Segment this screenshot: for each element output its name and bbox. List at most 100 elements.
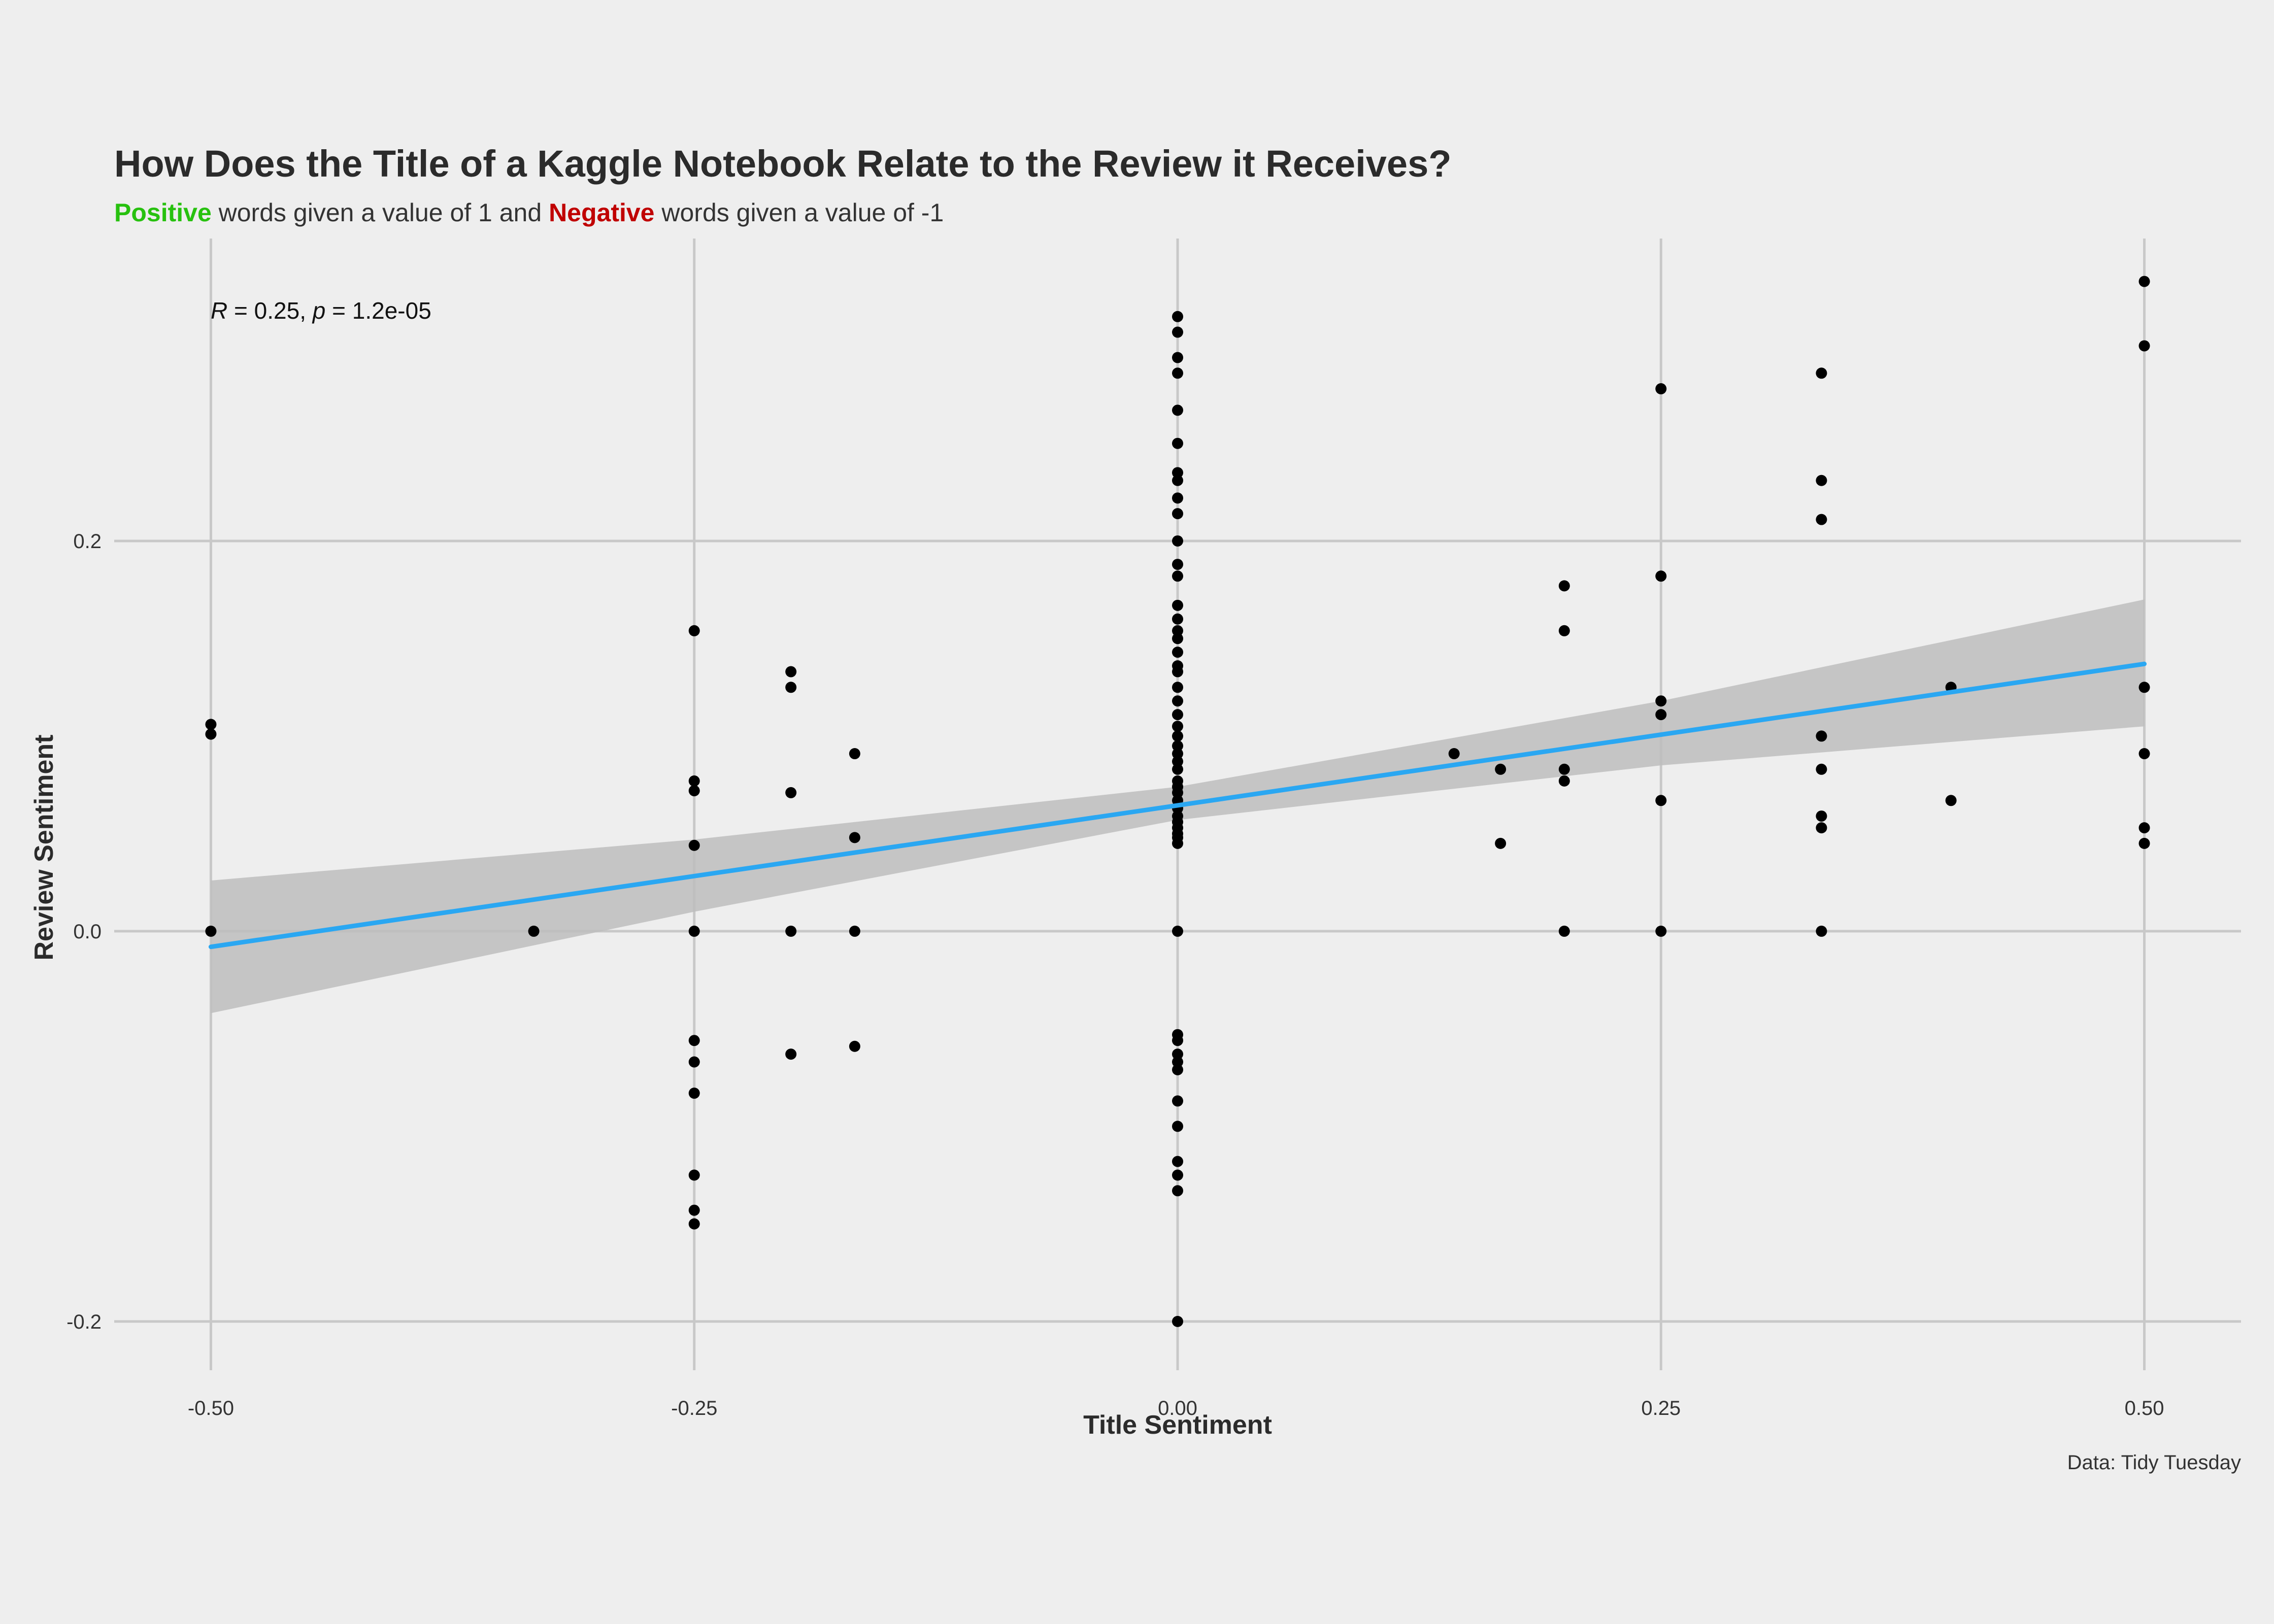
data-point-48 [1172,730,1183,742]
chart-subtitle: Positive words given a value of 1 and Ne… [114,198,944,227]
data-point-5 [688,775,700,787]
data-point-16 [785,682,797,693]
data-point-96 [1816,822,1827,834]
data-point-47 [1172,721,1183,732]
data-point-87 [1655,709,1667,721]
annotation-p-symbol: p [312,297,326,324]
data-point-36 [1172,570,1183,582]
data-point-80 [1558,625,1570,636]
data-point-55 [1172,787,1183,798]
data-point-81 [1558,763,1570,775]
data-point-100 [2138,276,2150,287]
data-point-68 [1172,1056,1183,1068]
data-point-29 [1172,437,1183,449]
data-point-12 [688,1169,700,1181]
y-axis-title: Review Sentiment [29,734,59,960]
data-point-9 [688,1035,700,1046]
data-point-46 [1172,709,1183,721]
data-point-26 [1172,352,1183,363]
data-point-7 [688,839,700,851]
data-point-51 [1172,756,1183,767]
data-point-64 [1172,925,1183,937]
chart-title: How Does the Title of a Kaggle Notebook … [114,143,1451,185]
data-point-77 [1495,763,1507,775]
data-point-94 [1816,763,1827,775]
data-point-38 [1172,613,1183,625]
points-group [205,276,2150,1327]
y-tick-label-1: 0.0 [73,921,102,943]
data-point-103 [2138,748,2150,760]
data-point-13 [688,1204,700,1216]
data-point-50 [1172,748,1183,760]
data-point-73 [1172,1169,1183,1181]
y-tick-label-2: 0.2 [73,530,102,553]
data-point-18 [785,925,797,937]
data-point-4 [688,625,700,636]
data-point-97 [1816,925,1827,937]
data-point-8 [688,925,700,937]
data-point-30 [1172,467,1183,479]
x-tick-label-4: 0.50 [2125,1397,2164,1419]
x-tick-label-2: 0.00 [1158,1397,1197,1419]
data-point-24 [1172,311,1183,322]
data-point-35 [1172,559,1183,570]
data-point-1 [205,728,217,740]
data-point-23 [849,1040,860,1052]
data-point-43 [1172,666,1183,678]
data-point-76 [1448,748,1460,760]
data-point-39 [1172,625,1183,636]
data-point-84 [1655,383,1667,395]
data-point-3 [528,925,540,937]
data-point-105 [2138,837,2150,849]
data-point-89 [1655,925,1667,937]
data-point-102 [2138,682,2150,693]
correlation-annotation: R = 0.25, p = 1.2e-05 [211,297,431,324]
data-point-14 [688,1218,700,1230]
data-point-82 [1558,775,1570,787]
fit-line-group [208,661,2147,950]
data-point-66 [1172,1035,1183,1046]
data-point-49 [1172,740,1183,752]
data-point-37 [1172,599,1183,611]
data-point-95 [1816,810,1827,822]
chart-caption: Data: Tidy Tuesday [2067,1451,2241,1474]
x-tick-label-1: -0.25 [671,1397,717,1419]
data-point-31 [1172,475,1183,486]
data-point-41 [1172,647,1183,658]
data-point-99 [1945,795,1957,806]
data-point-79 [1558,580,1570,592]
y-tick-labels: -0.2 0.0 0.2 [66,530,102,1333]
data-point-44 [1172,682,1183,693]
data-point-6 [688,785,700,797]
annotation-p-value: = 1.2e-05 [325,297,431,324]
data-point-104 [2138,822,2150,834]
x-tick-labels: -0.50 -0.25 0.00 0.25 0.50 [188,1397,2164,1419]
data-point-40 [1172,633,1183,645]
data-point-72 [1172,1156,1183,1167]
data-point-91 [1816,475,1827,486]
data-point-75 [1172,1315,1183,1327]
annotation-r-symbol: R [211,297,227,324]
data-point-83 [1558,925,1570,937]
data-point-71 [1172,1121,1183,1132]
data-point-45 [1172,695,1183,707]
data-point-86 [1655,695,1667,707]
data-point-52 [1172,763,1183,775]
data-point-78 [1495,837,1507,849]
data-point-63 [1172,837,1183,849]
data-point-70 [1172,1095,1183,1107]
x-tick-label-3: 0.25 [1641,1397,1681,1419]
data-point-28 [1172,404,1183,416]
data-point-93 [1816,730,1827,742]
data-point-20 [849,748,860,760]
data-point-10 [688,1056,700,1068]
data-point-67 [1172,1048,1183,1060]
data-point-101 [2138,340,2150,352]
y-tick-label-0: -0.2 [66,1311,102,1333]
data-point-92 [1816,514,1827,525]
data-point-0 [205,719,217,730]
annotation-r-value: = 0.25, [227,297,313,324]
subtitle-positive-word: Positive [114,198,212,227]
data-point-27 [1172,367,1183,379]
